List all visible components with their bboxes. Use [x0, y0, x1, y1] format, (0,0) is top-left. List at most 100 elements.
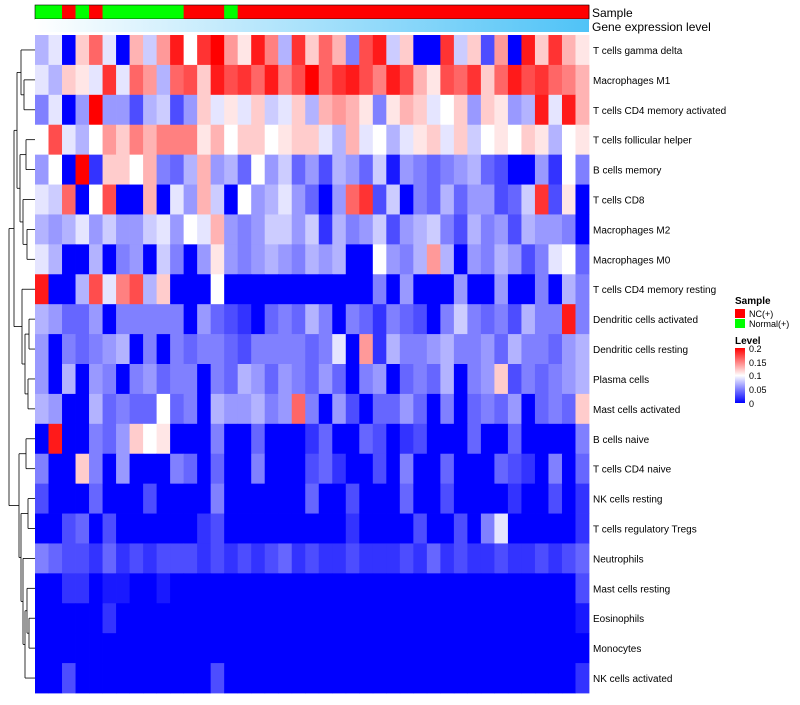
- heatmap-cell: [440, 364, 455, 395]
- heatmap-cell: [143, 244, 158, 275]
- heatmap-cell: [102, 64, 117, 96]
- heatmap-cell: [183, 124, 198, 156]
- heatmap-cell: [548, 663, 563, 694]
- heatmap-cell: [575, 393, 590, 425]
- heatmap-cell: [440, 334, 455, 365]
- heatmap-cell: [318, 603, 333, 634]
- heatmap-cell: [318, 513, 333, 544]
- heatmap-cell: [35, 124, 49, 156]
- heatmap-cell: [35, 513, 49, 544]
- heatmap-cell: [305, 633, 320, 664]
- heatmap-cell: [440, 423, 455, 455]
- heatmap-cell: [143, 64, 158, 96]
- heatmap-cell: [264, 603, 279, 634]
- heatmap-cell: [264, 334, 279, 365]
- heatmap-cell: [332, 184, 347, 215]
- heatmap-cell: [264, 244, 279, 275]
- heatmap-cell: [170, 543, 185, 574]
- heatmap-cell: [453, 663, 468, 694]
- heatmap-cell: [480, 64, 495, 96]
- heatmap-cell: [494, 364, 509, 395]
- heatmap-cell: [548, 513, 563, 544]
- heatmap-cell: [48, 663, 63, 694]
- heatmap-cell: [129, 603, 144, 634]
- heatmap-cell: [237, 124, 252, 156]
- heatmap-cell: [197, 603, 212, 634]
- heatmap-cell: [467, 513, 482, 544]
- heatmap-cell: [332, 304, 347, 335]
- heatmap-cell: [251, 393, 266, 425]
- heatmap-cell: [561, 663, 576, 694]
- heatmap-cell: [534, 663, 549, 694]
- heatmap-cell: [507, 423, 522, 455]
- heatmap-cell: [372, 274, 387, 305]
- heatmap-cell: [48, 364, 63, 395]
- heatmap-cell: [278, 244, 293, 275]
- heatmap-cell: [305, 94, 320, 126]
- heatmap-cell: [143, 214, 158, 245]
- heatmap-cell: [413, 124, 428, 156]
- heatmap-cell: [48, 214, 63, 245]
- heatmap-cell: [575, 633, 590, 664]
- heatmap-cell: [278, 184, 293, 215]
- heatmap-cell: [359, 334, 374, 365]
- heatmap-cell: [143, 483, 158, 514]
- heatmap-cell: [264, 184, 279, 215]
- heatmap-cell: [534, 483, 549, 514]
- sample-annotation-cell: [291, 5, 306, 19]
- heatmap-cell: [251, 423, 266, 455]
- heatmap-cell: [197, 244, 212, 275]
- heatmap-cell: [467, 453, 482, 485]
- heatmap-cell: [413, 154, 428, 185]
- heatmap-cell: [35, 184, 49, 215]
- heatmap-cell: [116, 35, 130, 66]
- heatmap-cell: [129, 453, 144, 485]
- heatmap-cell: [48, 603, 63, 634]
- heatmap-cell: [561, 274, 576, 305]
- heatmap-cell: [224, 154, 239, 185]
- heatmap-cell: [170, 35, 185, 66]
- heatmap-cell: [129, 573, 144, 604]
- heatmap-cell: [467, 603, 482, 634]
- heatmap-cell: [345, 244, 360, 275]
- heatmap-cell: [48, 543, 63, 574]
- heatmap-cell: [197, 393, 212, 425]
- heatmap-cell: [332, 124, 347, 156]
- heatmap-cell: [386, 334, 401, 365]
- heatmap-cell: [183, 214, 198, 245]
- heatmap-cell: [561, 35, 576, 66]
- sample-annotation-cell: [143, 5, 158, 19]
- heatmap-cell: [89, 663, 103, 694]
- heatmap-cell: [507, 663, 522, 694]
- heatmap-cell: [534, 214, 549, 245]
- sample-annotation-cell: [224, 5, 239, 19]
- heatmap-cell: [521, 184, 536, 215]
- heatmap-cell: [372, 453, 387, 485]
- heatmap-cell: [467, 393, 482, 425]
- heatmap-cell: [35, 334, 49, 365]
- heatmap-cell: [372, 573, 387, 604]
- heatmap-cell: [494, 94, 509, 126]
- heatmap-cell: [116, 64, 130, 96]
- heatmap-cell: [426, 184, 441, 215]
- heatmap-cell: [386, 603, 401, 634]
- heatmap-cell: [129, 35, 144, 66]
- heatmap-cell: [318, 543, 333, 574]
- heatmap-cell: [305, 304, 320, 335]
- heatmap-cell: [224, 214, 239, 245]
- heatmap-cell: [197, 573, 212, 604]
- heatmap-cell: [170, 124, 185, 156]
- heatmap-cell: [521, 483, 536, 514]
- heatmap-cell: [480, 543, 495, 574]
- heatmap-cell: [170, 274, 185, 305]
- heatmap-cell: [359, 274, 374, 305]
- heatmap-cell: [386, 633, 401, 664]
- sample-annotation-cell: [305, 5, 320, 19]
- sample-annotation-cell: [89, 5, 103, 19]
- heatmap-cell: [453, 35, 468, 66]
- heatmap-cell: [156, 35, 171, 66]
- heatmap-cell: [548, 334, 563, 365]
- heatmap-cell: [399, 603, 414, 634]
- heatmap-cell: [521, 64, 536, 96]
- heatmap-cell: [89, 513, 103, 544]
